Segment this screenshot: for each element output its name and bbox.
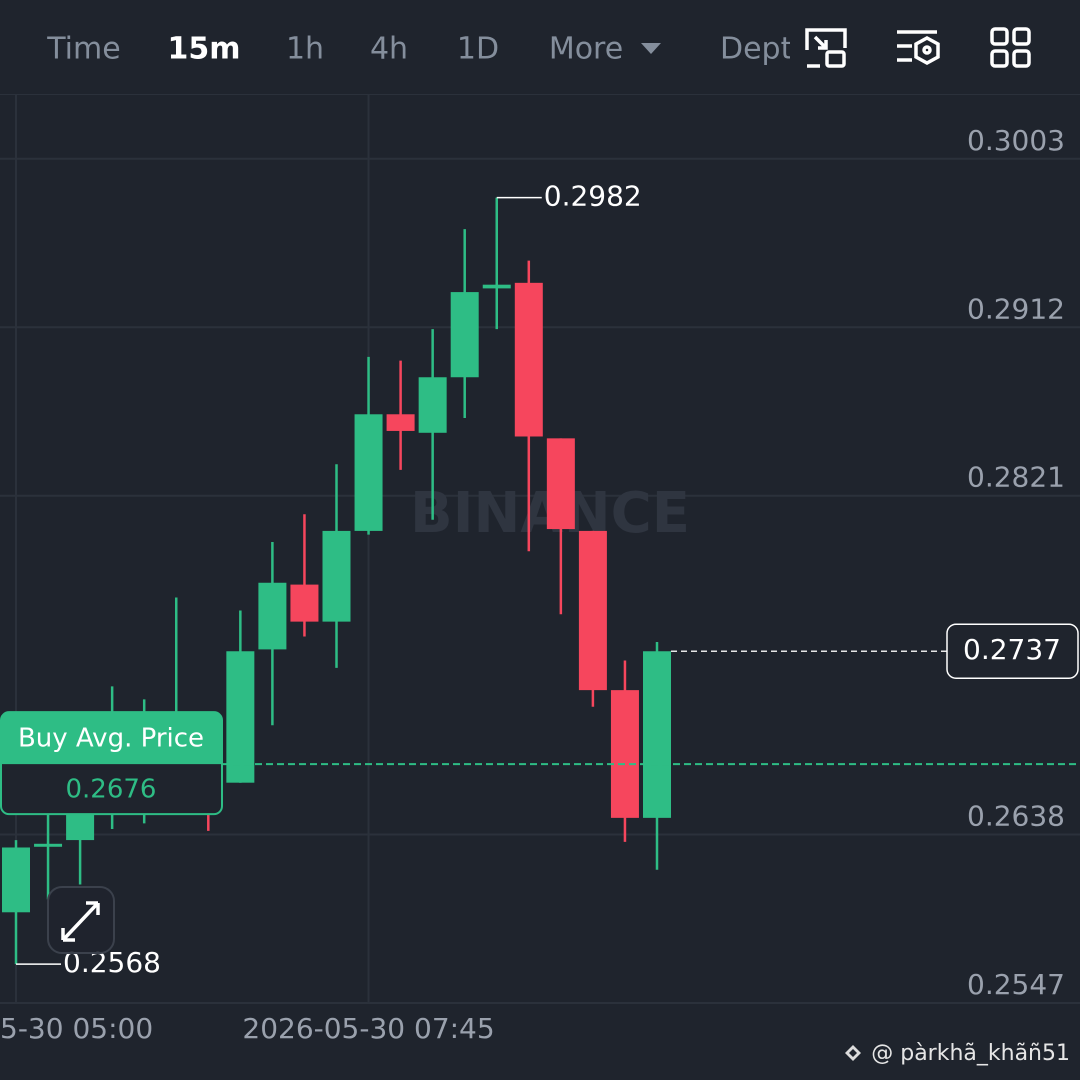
expand-icon [61,901,100,942]
icon-settings[interactable] [897,30,940,65]
x-tick-label: 2026-05-30 07:45 [242,1012,494,1045]
candle-body [322,530,351,622]
icon-pip[interactable] [805,28,847,68]
candle-body [450,292,479,378]
tab[interactable]: More [549,32,623,67]
tab[interactable]: 1h [286,32,324,67]
footer-logo [845,1045,861,1061]
plot: 0.3003 0.2912 0.2821 0.2638 0.2547 5-30 05:00… [0,124,1080,1045]
candle-body [290,584,319,622]
tab[interactable]: Time [46,32,120,67]
high-marker-label: 0.2982 [544,180,642,213]
candle-body [514,282,543,437]
candle-body [482,284,511,289]
last-price-box [946,623,1079,679]
candle-body [578,530,607,691]
buy-avg-value: 0.2676 [66,775,157,805]
buy-avg-header [1,712,222,765]
x-tick-label: 5-30 05:00 [0,1012,153,1045]
candle-body [386,414,415,431]
y-tick-label: 0.2821 [967,461,1065,494]
tab[interactable]: 15m [167,32,240,67]
icons [805,27,1031,68]
tab[interactable]: 4h [370,32,408,67]
candle-body [258,582,287,650]
tab[interactable]: Dept [720,32,793,67]
tab[interactable]: 1D [457,32,499,67]
y-tick-label: 0.2912 [967,292,1065,325]
candle-body [546,438,575,530]
candle-body [610,690,639,818]
y-tick-label: 0.3003 [967,124,1065,157]
icon-area [790,0,1080,94]
toolbar: Time 15m 1h 4h 1D More Dept [0,0,1080,95]
candle-body [2,847,30,913]
y-tick-label: 0.2638 [967,800,1065,833]
candle-body [226,651,255,783]
icon-grid[interactable] [990,27,1031,68]
candle-body [643,651,671,818]
footer: @ pàrkhã_khãñ51 [845,1041,1070,1066]
candle-body [354,414,383,531]
candle-body [418,377,447,433]
footer-user: @ pàrkhã_khãñ51 [871,1041,1070,1066]
dropdown-caret [641,43,661,54]
last-price-label: 0.2737 [963,633,1061,666]
expand-button[interactable] [47,886,115,954]
y-tick-label: 0.2547 [967,968,1065,1001]
buy-avg-title: Buy Avg. Price [18,724,204,754]
candle-body [34,843,63,847]
